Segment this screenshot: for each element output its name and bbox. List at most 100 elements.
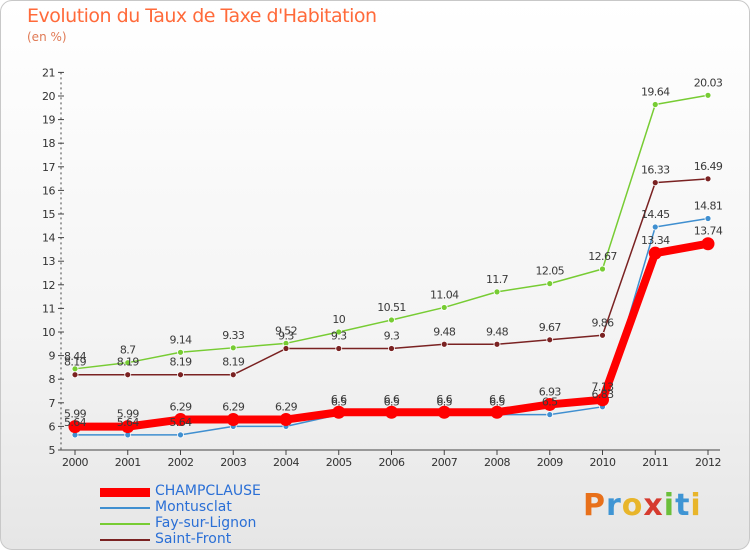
data-label-fay-sur-lignon: 9.14: [169, 333, 192, 346]
data-point-montusclat: [704, 215, 712, 222]
data-point-fay-sur-lignon: [546, 280, 554, 288]
data-label-saint-front: 9.3: [278, 330, 294, 343]
x-tick-label: 2012: [695, 456, 721, 469]
data-label-saint-front: 9.67: [539, 321, 562, 334]
data-point-fay-sur-lignon: [388, 316, 395, 324]
y-tick-label: 10: [42, 326, 55, 339]
data-point-fay-sur-lignon: [229, 344, 237, 352]
data-point-champclause: [437, 405, 451, 419]
data-point-champclause: [121, 420, 135, 434]
logo-letter: x: [643, 488, 664, 523]
data-label-champclause: 5.99: [64, 408, 87, 421]
data-point-champclause: [543, 397, 557, 411]
x-tick-label: 2003: [220, 456, 246, 469]
data-point-saint-front: [177, 371, 184, 379]
data-point-saint-front: [546, 336, 554, 344]
data-label-saint-front: 8.19: [169, 356, 192, 369]
y-tick-label: 9: [49, 350, 56, 363]
x-tick-label: 2004: [273, 456, 299, 469]
data-label-fay-sur-lignon: 12.05: [536, 265, 565, 278]
x-tick-label: 2011: [642, 456, 668, 469]
data-label-montusclat: 6.83: [591, 388, 614, 401]
x-tick-label: 2009: [537, 456, 563, 469]
data-label-fay-sur-lignon: 12.67: [588, 250, 617, 263]
data-point-saint-front: [599, 331, 606, 339]
data-point-champclause: [332, 405, 346, 419]
proxiti-logo: Proxiti: [583, 488, 702, 523]
data-label-saint-front: 9.48: [433, 325, 456, 338]
data-label-fay-sur-lignon: 11.7: [486, 273, 509, 286]
data-point-saint-front: [388, 345, 395, 352]
data-point-fay-sur-lignon: [651, 101, 659, 108]
data-label-saint-front: 16.33: [641, 164, 670, 177]
legend-label-montusclat: Montusclat: [155, 499, 232, 515]
y-tick-label: 8: [49, 373, 56, 386]
data-label-champclause: 6.29: [222, 401, 245, 414]
data-point-champclause: [648, 246, 662, 260]
legend-swatch-champclause: [100, 488, 150, 497]
data-label-champclause: 6.29: [275, 401, 298, 414]
x-tick-label: 2007: [431, 456, 457, 469]
data-point-fay-sur-lignon: [124, 359, 132, 367]
x-tick-label: 2002: [168, 456, 194, 469]
data-point-saint-front: [493, 340, 501, 348]
data-label-montusclat: 6.5: [489, 396, 505, 409]
data-point-champclause: [174, 413, 187, 427]
data-point-fay-sur-lignon: [599, 265, 606, 273]
x-tick-label: 2006: [379, 456, 405, 469]
logo-letter: t: [675, 488, 691, 523]
y-tick-label: 13: [42, 255, 55, 268]
data-point-montusclat: [177, 431, 184, 439]
data-label-montusclat: 5.64: [169, 416, 192, 429]
data-label-montusclat: 6.5: [331, 396, 347, 409]
data-point-saint-front: [440, 340, 448, 348]
data-label-montusclat: 14.45: [641, 208, 670, 221]
data-label-fay-sur-lignon: 11.04: [430, 288, 459, 301]
data-label-fay-sur-lignon: 20.03: [694, 76, 723, 89]
y-tick-label: 6: [49, 420, 56, 433]
data-label-montusclat: 6.5: [542, 396, 558, 409]
legend-label-fay-sur-lignon: Fay-sur-Lignon: [155, 515, 257, 531]
data-label-fay-sur-lignon: 10.51: [377, 301, 406, 314]
x-tick-label: 2010: [590, 456, 616, 469]
data-point-champclause: [701, 237, 715, 251]
y-tick-label: 11: [42, 302, 55, 315]
data-label-fay-sur-lignon: 10: [332, 313, 345, 326]
data-point-fay-sur-lignon: [493, 288, 501, 296]
data-label-saint-front: 9.86: [591, 316, 614, 329]
data-point-saint-front: [704, 175, 712, 183]
logo-letter: r: [606, 488, 622, 523]
legend-label-champclause: CHAMPCLAUSE: [155, 483, 261, 499]
data-point-montusclat: [546, 411, 554, 419]
y-tick-label: 16: [42, 184, 55, 197]
data-label-montusclat: 6.5: [436, 396, 452, 409]
logo-letter: i: [663, 488, 676, 523]
data-label-champclause: 6.93: [539, 385, 562, 398]
data-point-champclause: [490, 405, 504, 419]
chart-title: Evolution du Taux de Taxe d'Habitation: [27, 5, 377, 27]
y-tick-label: 21: [42, 66, 55, 79]
y-tick-label: 7: [49, 397, 56, 410]
data-label-saint-front: 9.48: [486, 325, 509, 338]
data-point-saint-front: [229, 371, 237, 379]
data-label-champclause: 5.99: [117, 408, 140, 421]
data-point-fay-sur-lignon: [704, 91, 712, 99]
data-point-champclause: [68, 420, 82, 434]
data-label-champclause: 6.6: [436, 393, 452, 406]
data-label-saint-front: 16.49: [694, 160, 723, 173]
y-tick-label: 19: [42, 114, 55, 127]
data-point-champclause: [385, 405, 398, 419]
data-point-champclause: [279, 413, 293, 427]
x-tick-label: 2008: [484, 456, 510, 469]
data-label-champclause: 6.6: [489, 393, 505, 406]
legend-swatch-fay-sur-lignon: [100, 523, 150, 525]
data-label-saint-front: 8.19: [222, 356, 245, 369]
data-point-champclause: [226, 413, 240, 427]
data-point-fay-sur-lignon: [335, 328, 343, 336]
data-point-fay-sur-lignon: [440, 304, 448, 311]
data-label-fay-sur-lignon: 8.7: [120, 344, 136, 357]
data-label-fay-sur-lignon: 19.64: [641, 85, 670, 98]
data-point-montusclat: [651, 223, 659, 231]
data-label-fay-sur-lignon: 9.33: [222, 329, 245, 342]
